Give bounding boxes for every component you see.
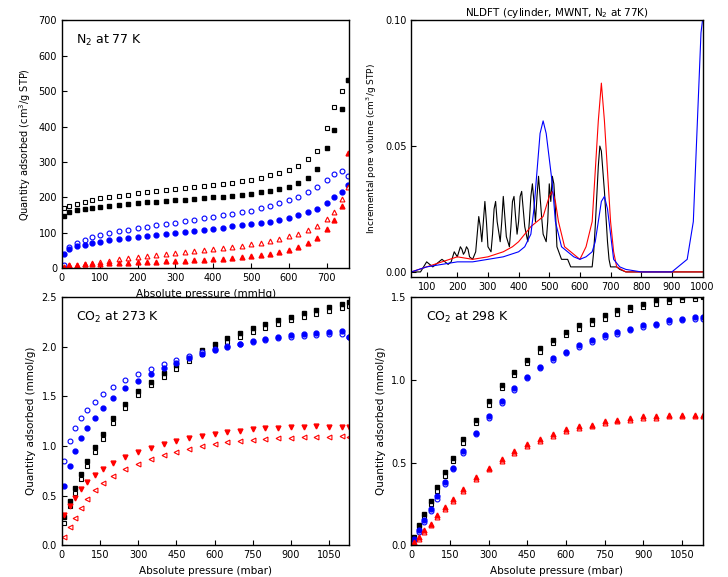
Y-axis label: Quantity adsorbed (mmol/g): Quantity adsorbed (mmol/g) — [26, 347, 36, 496]
X-axis label: Pore width (Angstroms): Pore width (Angstroms) — [496, 297, 618, 308]
Y-axis label: Quantity adsorbed (mmol/g): Quantity adsorbed (mmol/g) — [376, 347, 386, 496]
X-axis label: Absolute pressure (mbar): Absolute pressure (mbar) — [491, 565, 623, 576]
Text: CO$_2$ at 273 K: CO$_2$ at 273 K — [76, 310, 159, 325]
X-axis label: Absolute pressure (mbar): Absolute pressure (mbar) — [139, 565, 272, 576]
Y-axis label: Quantity adsorbed (cm$^3$/g STP): Quantity adsorbed (cm$^3$/g STP) — [17, 68, 33, 220]
Text: N$_2$ at 77 K: N$_2$ at 77 K — [76, 33, 142, 48]
X-axis label: Absolute pressure (mmHg): Absolute pressure (mmHg) — [135, 288, 276, 299]
Title: NLDFT (cylinder, MWNT, N$_2$ at 77K): NLDFT (cylinder, MWNT, N$_2$ at 77K) — [465, 6, 649, 20]
Text: CO$_2$ at 298 K: CO$_2$ at 298 K — [426, 310, 509, 325]
Y-axis label: Incremental pore volume (cm$^3$/g STP): Incremental pore volume (cm$^3$/g STP) — [365, 63, 379, 234]
